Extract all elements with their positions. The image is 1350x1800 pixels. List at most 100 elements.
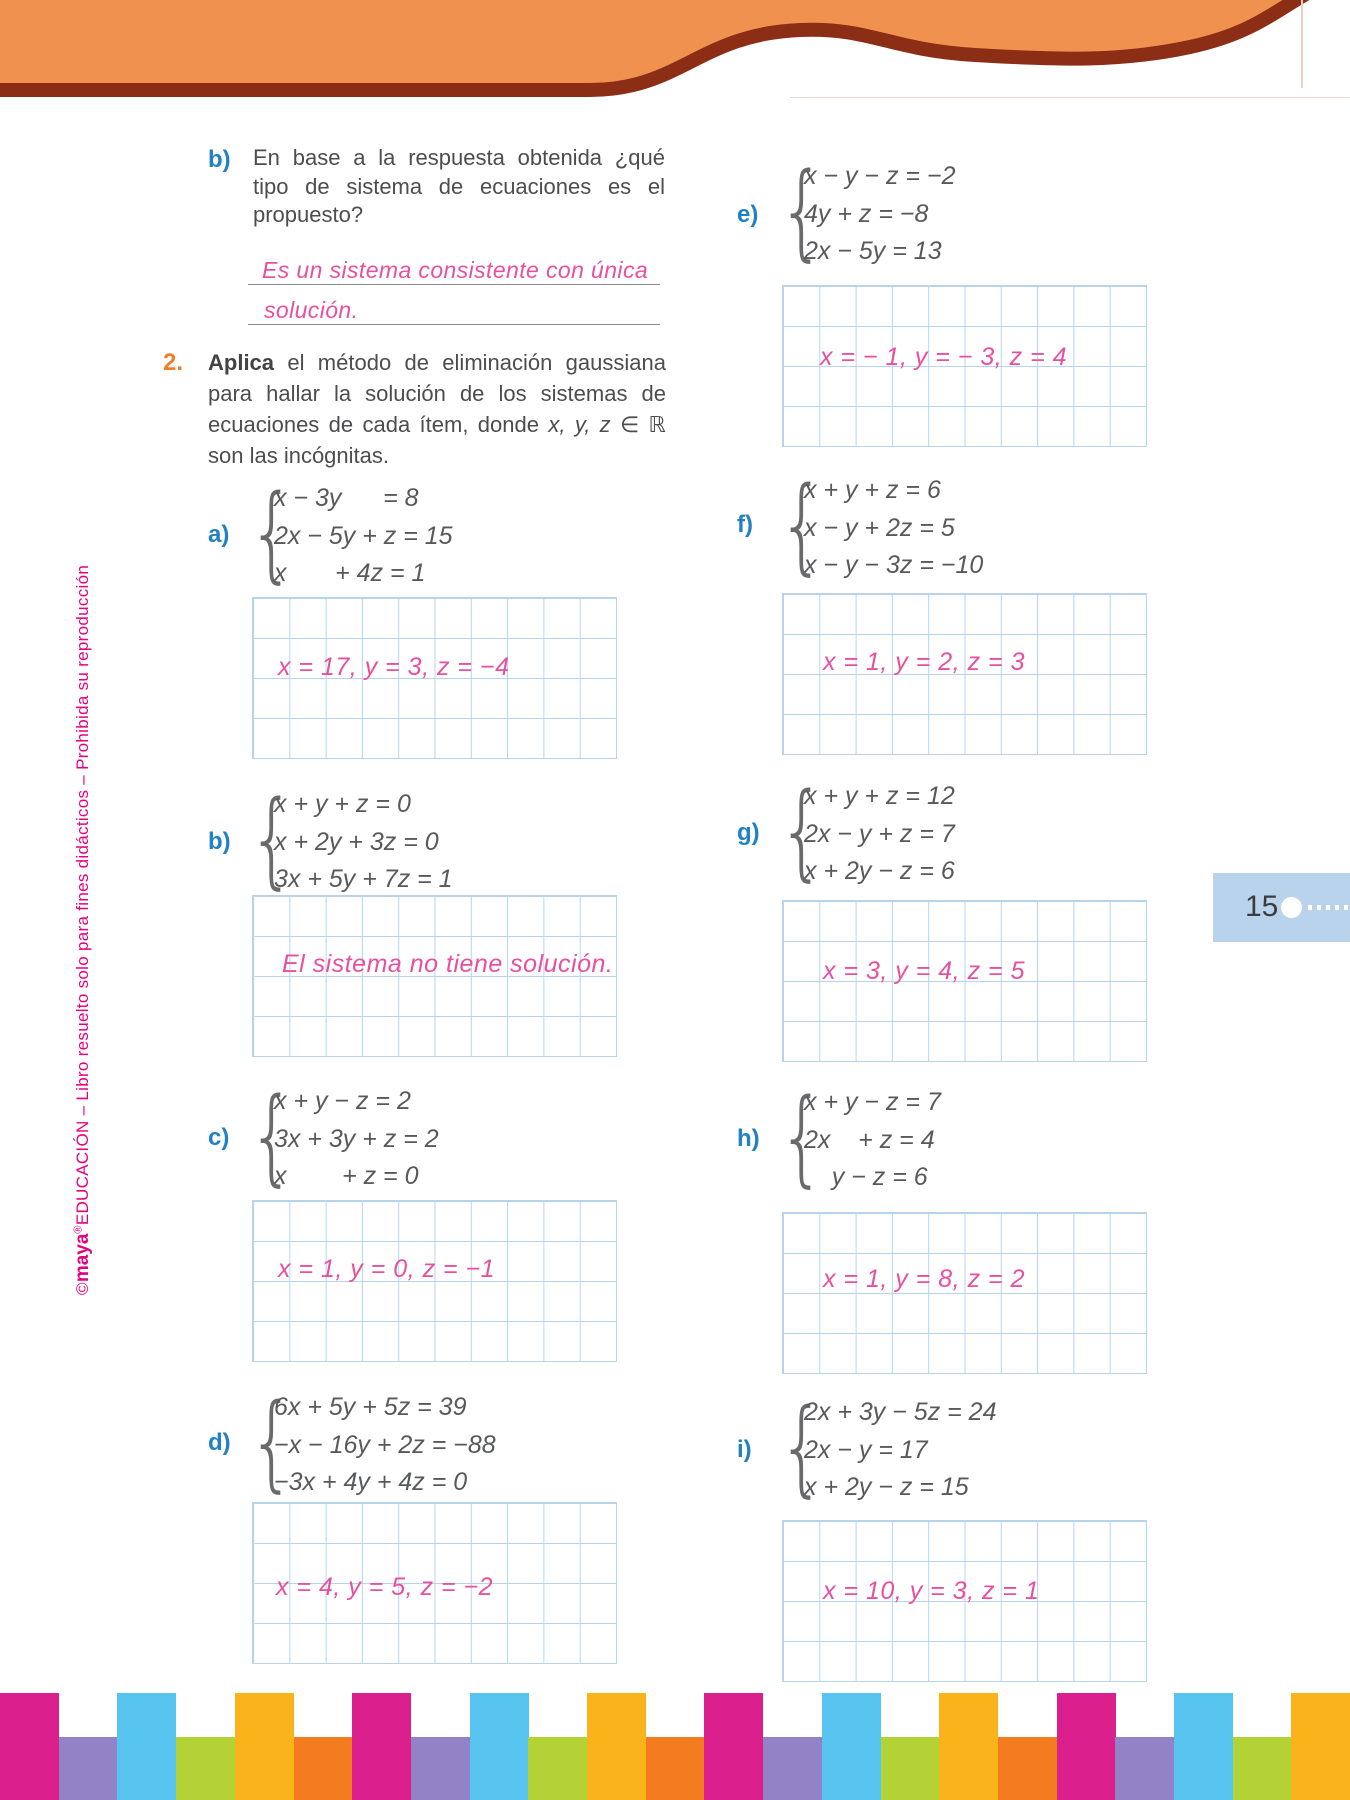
footer-bar <box>821 1693 881 1800</box>
answer-grid-i <box>782 1520 1147 1682</box>
system-brace: { <box>248 778 296 900</box>
header-wave-line <box>0 0 1310 97</box>
system-b-equations: x + y + z = 0 x + 2y + 3z = 0 3x + 5y + … <box>274 786 453 899</box>
page-fold-mark <box>1301 0 1303 88</box>
header-wave <box>0 0 1310 97</box>
answer-grid-c <box>252 1200 617 1362</box>
footer-bar <box>0 1693 59 1800</box>
system-g-equations: x + y + z = 12 2x − y + z = 7 x + 2y − z… <box>804 778 955 891</box>
equation: 2x − y + z = 7 <box>804 819 955 848</box>
handwritten-answer-g: x = 3, y = 4, z = 5 <box>823 957 1025 985</box>
item-b-label: b) <box>208 828 231 855</box>
system-brace: { <box>248 472 296 594</box>
question-2-tail: son las incógnitas. <box>208 443 389 468</box>
system-brace: { <box>248 1075 296 1197</box>
equation: 2x + 3y − 5z = 24 <box>804 1398 997 1426</box>
equation: 4y + z = −8 <box>804 199 929 228</box>
system-a-equations: x − 3y = 8 2x − 5y + z = 15 x + 4z = 1 <box>274 480 453 593</box>
equation: 2x − y = 17 <box>804 1435 928 1464</box>
system-i-equations: 2x + 3y − 5z = 24 2x − y = 17 x + 2y − z… <box>804 1394 997 1507</box>
equation: x + y + z = 12 <box>804 782 955 810</box>
system-f-equations: x + y + z = 6 x − y + 2z = 5 x − y − 3z … <box>804 472 983 585</box>
answer-grid-d <box>252 1502 617 1664</box>
equation: x + 2y − z = 15 <box>804 1473 969 1501</box>
answer-grid-h <box>782 1212 1147 1374</box>
question-b-label: b) <box>208 146 231 173</box>
item-i-label: i) <box>737 1436 752 1463</box>
equation: x + y + z = 6 <box>804 476 941 504</box>
footer-bar <box>939 1693 999 1800</box>
equation: 2x − 5y + z = 15 <box>274 521 453 550</box>
equation: x + y − z = 7 <box>804 1088 941 1116</box>
system-e-equations: x − y − z = −2 4y + z = −8 2x − 5y = 13 <box>804 158 955 271</box>
equation: x + 4z = 1 <box>274 559 426 587</box>
system-brace: { <box>778 150 826 272</box>
footer-bar <box>704 1693 764 1800</box>
footer-bar <box>587 1693 646 1800</box>
legal-text: – Libro resuelto solo para fines didácti… <box>73 564 92 1121</box>
item-d-label: d) <box>208 1429 231 1456</box>
handwritten-answer-e: x = − 1, y = − 3, z = 4 <box>820 343 1068 371</box>
registered-symbol: ® <box>72 1225 85 1234</box>
imprint-name: EDUCACIÓN <box>73 1120 92 1226</box>
handwritten-answer-b: El sistema no tiene solución. <box>282 950 614 978</box>
footer-bar <box>176 1737 236 1800</box>
equation: x − y + 2z = 5 <box>804 513 955 542</box>
system-h-equations: x + y − z = 7 2x + z = 4 y − z = 6 <box>804 1084 941 1197</box>
footer-bar <box>117 1693 177 1800</box>
badge-dot-icon <box>1281 897 1302 918</box>
system-brace: { <box>778 464 826 586</box>
item-g-label: g) <box>737 819 760 846</box>
handwritten-answer-c: x = 1, y = 0, z = −1 <box>278 1255 496 1283</box>
system-brace: { <box>778 770 826 892</box>
question-2-verb: Aplica <box>208 350 275 375</box>
footer-bar <box>352 1693 412 1800</box>
system-brace: { <box>778 1386 826 1508</box>
footer-bar <box>1174 1693 1233 1800</box>
footer-bar <box>645 1737 705 1800</box>
item-c-label: c) <box>208 1124 230 1151</box>
question-2-number: 2. <box>163 349 184 376</box>
footer-bar <box>58 1737 118 1800</box>
system-d-equations: 6x + 5y + 5z = 39 −x − 16y + 2z = −88 −3… <box>274 1389 496 1502</box>
equation: y − z = 6 <box>804 1163 928 1191</box>
answer-grid-a <box>252 597 617 759</box>
equation: x − y − z = −2 <box>804 162 956 190</box>
publisher-imprint: ©maya®EDUCACIÓN – Libro resuelto solo pa… <box>72 565 94 1295</box>
equation: 3x + 5y + 7z = 1 <box>274 865 453 893</box>
footer-bar <box>880 1737 940 1800</box>
question-b-answer-line1: Es un sistema consistente con única <box>262 257 649 283</box>
page-number: 15 <box>1245 890 1279 923</box>
footer-bar <box>763 1737 823 1800</box>
handwritten-answer-i: x = 10, y = 3, z = 1 <box>823 1577 1040 1605</box>
system-c-equations: x + y − z = 2 3x + 3y + z = 2 x + z = 0 <box>274 1083 439 1196</box>
answer-grid-f <box>782 593 1147 755</box>
equation: x + 2y − z = 6 <box>804 857 955 885</box>
footer-bar <box>1056 1693 1116 1800</box>
footer-bar <box>234 1693 294 1800</box>
equation: x + 2y + 3z = 0 <box>274 827 439 856</box>
equation: 3x + 3y + z = 2 <box>274 1124 439 1153</box>
footer-bar <box>293 1737 353 1800</box>
equation: 2x + z = 4 <box>804 1125 935 1154</box>
handwritten-answer-f: x = 1, y = 2, z = 3 <box>823 648 1025 676</box>
question-b-text: En base a la respuesta obtenida ¿qué tip… <box>253 145 665 227</box>
footer-bar <box>1291 1693 1350 1800</box>
question-2-math: x, y, z ∈ ℝ <box>548 412 666 437</box>
badge-dotted-line <box>1308 905 1350 910</box>
footer-bar <box>410 1737 470 1800</box>
footer-bar <box>1115 1737 1175 1800</box>
item-a-label: a) <box>208 521 230 548</box>
answer-underline <box>248 283 660 285</box>
item-e-label: e) <box>737 201 759 228</box>
footer-bar <box>528 1737 588 1800</box>
page-edge-line <box>790 97 1350 98</box>
system-brace: { <box>778 1076 826 1198</box>
equation: 6x + 5y + 5z = 39 <box>274 1393 467 1421</box>
question-2-body: el método de eliminación gaussiana para … <box>208 350 666 437</box>
handwritten-answer-a: x = 17, y = 3, z = −4 <box>278 653 510 681</box>
brand-name: maya <box>72 1233 93 1283</box>
footer-bar <box>997 1737 1057 1800</box>
question-2-text: Aplica el método de eliminación gaussian… <box>208 347 666 471</box>
